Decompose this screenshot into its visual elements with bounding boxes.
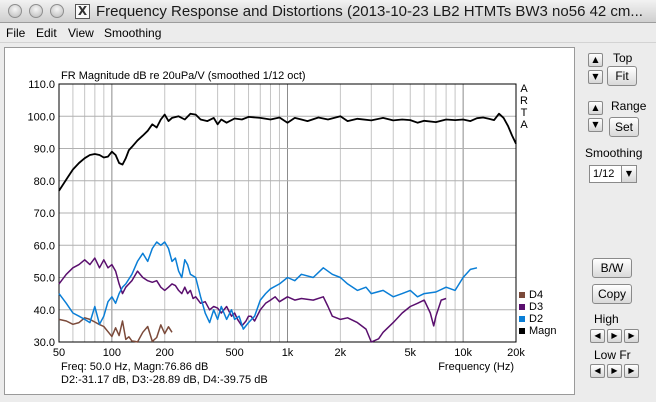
y-tick-label: 40.0 xyxy=(34,305,55,317)
range-down-arrow-button[interactable]: ▼ xyxy=(588,118,603,132)
series-line-d4 xyxy=(58,317,173,343)
high-right-arrow-button-2[interactable]: ▶ xyxy=(624,329,639,343)
menu-smoothing[interactable]: Smoothing xyxy=(104,26,162,40)
legend-label-d4: D4 xyxy=(529,289,543,301)
smoothing-value: 1/12 xyxy=(593,168,615,180)
copy-button[interactable]: Copy xyxy=(592,284,632,304)
range-up-arrow-button[interactable]: ▲ xyxy=(588,101,603,115)
top-down-arrow-button[interactable]: ▼ xyxy=(588,70,603,84)
low-fr-right-arrow-button[interactable]: ▶ xyxy=(607,364,622,378)
high-right-arrow-button[interactable]: ▶ xyxy=(607,329,622,343)
y-tick-label: 50.0 xyxy=(34,273,55,285)
x-tick-label: 2k xyxy=(335,347,347,359)
zoom-window-button[interactable] xyxy=(50,4,64,18)
y-tick-label: 60.0 xyxy=(34,240,55,252)
menu-view[interactable]: View xyxy=(68,26,94,40)
low-fr-label: Low Fr xyxy=(594,348,631,362)
x-tick-label: 1k xyxy=(282,347,294,359)
chart-canvas: FR Magnitude dB re 20uPa/V (smoothed 1/1… xyxy=(27,70,557,386)
y-tick-label: 80.0 xyxy=(34,176,55,188)
info-line-2: D2:-31.17 dB, D3:-28.89 dB, D4:-39.75 dB xyxy=(61,374,268,386)
bw-button[interactable]: B/W xyxy=(592,258,632,278)
x-tick-label: 50 xyxy=(53,347,65,359)
arta-letter: A xyxy=(520,119,528,131)
plot-border xyxy=(58,83,517,343)
legend-swatch-magn xyxy=(519,328,525,334)
arta-letter: T xyxy=(521,107,528,119)
x-axis-label: Frequency (Hz) xyxy=(438,361,514,373)
close-window-button[interactable] xyxy=(8,4,22,18)
arta-letter: R xyxy=(520,95,528,107)
y-tick-label: 90.0 xyxy=(34,144,55,156)
x-tick-label: 10k xyxy=(454,347,472,359)
series-line-d2 xyxy=(58,241,478,330)
window-title: Frequency Response and Distortions (2013… xyxy=(96,3,643,20)
x-tick-label: 200 xyxy=(156,347,174,359)
y-tick-label: 70.0 xyxy=(34,208,55,220)
legend-swatch-d3 xyxy=(519,304,525,310)
frequency-response-graph[interactable]: FR Magnitude dB re 20uPa/V (smoothed 1/1… xyxy=(4,47,575,395)
legend-swatch-d2 xyxy=(519,316,525,322)
y-tick-label: 30.0 xyxy=(34,337,55,349)
smoothing-label: Smoothing xyxy=(585,146,643,160)
arta-letter: A xyxy=(520,83,528,95)
legend-swatch-d4 xyxy=(519,292,525,298)
legend-label-magn: Magn xyxy=(529,325,557,337)
menu-bar: File Edit View Smoothing xyxy=(0,23,656,43)
range-label: Range xyxy=(611,99,647,113)
chart-header: FR Magnitude dB re 20uPa/V (smoothed 1/1… xyxy=(61,70,306,82)
top-up-arrow-button[interactable]: ▲ xyxy=(588,53,603,67)
x-tick-label: 500 xyxy=(225,347,243,359)
smoothing-select[interactable]: 1/12 ▼ xyxy=(589,165,637,183)
set-button[interactable]: Set xyxy=(609,117,639,137)
legend-label-d3: D3 xyxy=(529,301,543,313)
series-line-magn xyxy=(58,112,517,192)
info-line-1: Freq: 50.0 Hz, Magn:76.86 dB xyxy=(61,361,208,373)
title-bar[interactable]: X Frequency Response and Distortions (20… xyxy=(0,0,656,23)
chevron-down-icon: ▼ xyxy=(621,166,636,182)
legend-label-d2: D2 xyxy=(529,313,543,325)
x11-app-icon: X xyxy=(75,4,90,19)
minimize-window-button[interactable] xyxy=(29,4,43,18)
x-tick-label: 20k xyxy=(507,347,525,359)
y-tick-label: 110.0 xyxy=(28,79,55,91)
menu-file[interactable]: File xyxy=(6,26,26,40)
x-tick-label: 5k xyxy=(404,347,416,359)
y-tick-label: 100.0 xyxy=(27,111,55,123)
menu-edit[interactable]: Edit xyxy=(36,26,57,40)
high-left-arrow-button[interactable]: ◀ xyxy=(590,329,605,343)
top-label: Top xyxy=(613,51,633,65)
fit-button[interactable]: Fit xyxy=(607,66,637,86)
x-tick-label: 100 xyxy=(103,347,121,359)
low-fr-right-arrow-button-2[interactable]: ▶ xyxy=(624,364,639,378)
low-fr-left-arrow-button[interactable]: ◀ xyxy=(590,364,605,378)
high-label: High xyxy=(594,312,619,326)
